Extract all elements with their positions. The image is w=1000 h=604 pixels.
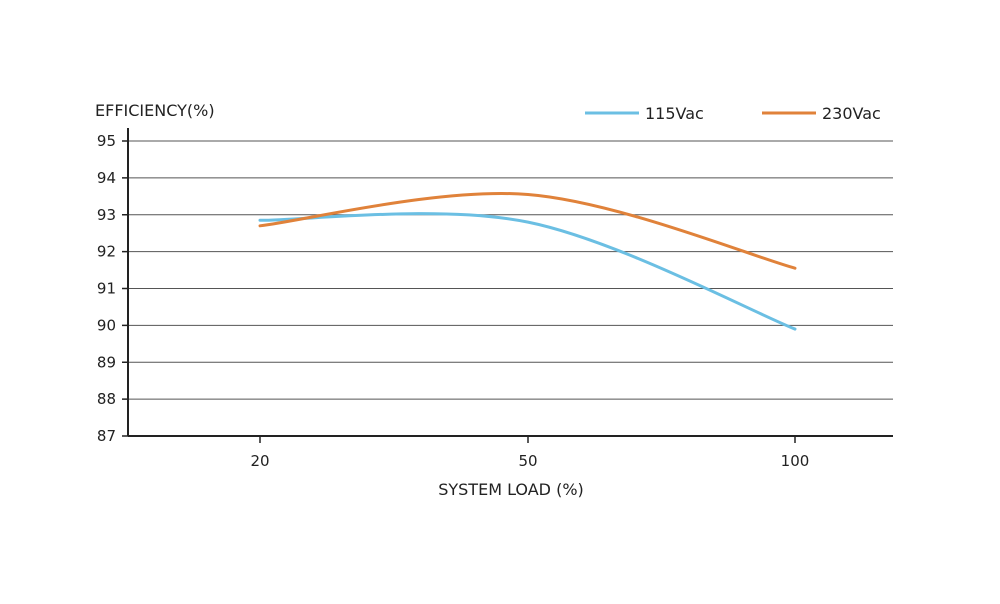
y-tick-label: 92 — [97, 243, 116, 261]
series-line-230Vac — [258, 192, 797, 270]
series-layer — [258, 192, 797, 331]
x-tick-label: 100 — [781, 452, 810, 470]
x-tick-label: 20 — [250, 452, 269, 470]
grid-layer — [128, 140, 893, 400]
axis-layer: 87 88 89 90 91 92 93 94 95 20 50 100 — [97, 128, 893, 470]
x-tick-label: 50 — [518, 452, 537, 470]
y-tick-label: 90 — [97, 316, 116, 334]
legend-label-230Vac: 230Vac — [822, 104, 881, 123]
y-tick-label: 94 — [97, 169, 116, 187]
y-tick-label: 95 — [97, 132, 116, 150]
y-axis-title: EFFICIENCY(%) — [95, 101, 215, 120]
legend: 115Vac 230Vac — [585, 104, 881, 123]
y-tick-label: 93 — [97, 206, 116, 224]
x-axis-title: SYSTEM LOAD (%) — [438, 480, 584, 499]
series-line-115Vac — [258, 212, 797, 331]
y-tick-label: 87 — [97, 427, 116, 445]
y-tick-label: 91 — [97, 280, 116, 298]
y-tick-label: 89 — [97, 353, 116, 371]
y-tick-label: 88 — [97, 390, 116, 408]
legend-label-115Vac: 115Vac — [645, 104, 704, 123]
